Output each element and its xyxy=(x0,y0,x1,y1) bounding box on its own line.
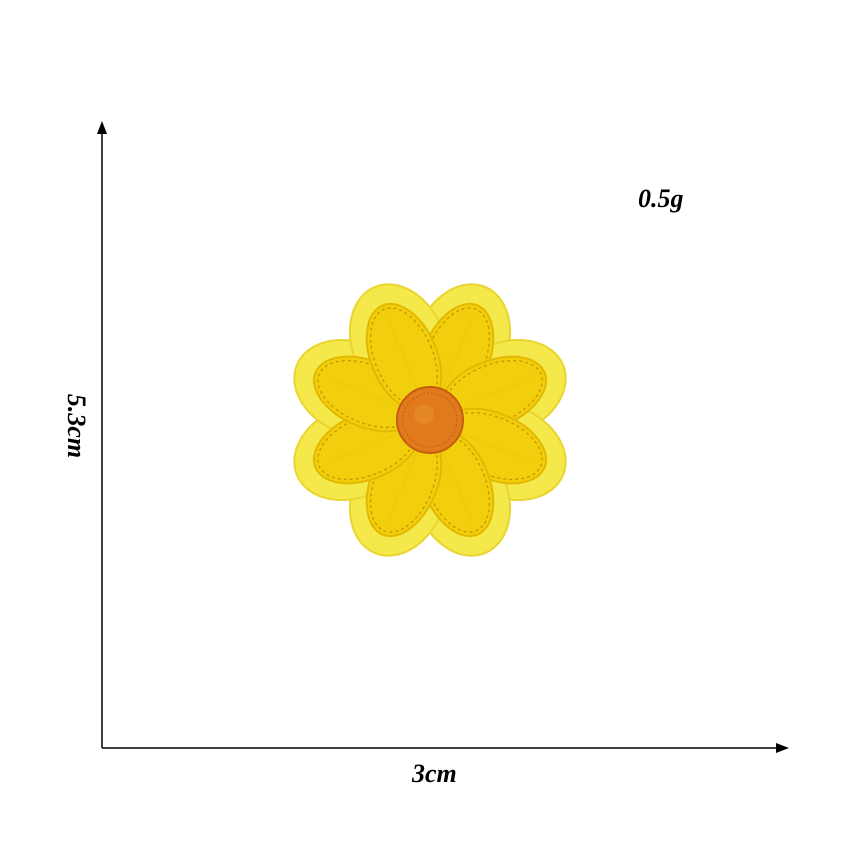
flower-patch-icon xyxy=(293,283,567,557)
petal xyxy=(365,302,443,412)
vertical-axis-arrow-icon xyxy=(97,121,107,134)
flower-center xyxy=(396,386,464,454)
weight-label: 0.5g xyxy=(638,184,684,213)
flower-petals xyxy=(312,302,548,538)
horizontal-axis-arrow-icon xyxy=(776,743,789,753)
width-label: 3cm xyxy=(412,759,457,788)
center-disc xyxy=(396,386,464,454)
height-label: 5.3cm xyxy=(62,393,91,459)
